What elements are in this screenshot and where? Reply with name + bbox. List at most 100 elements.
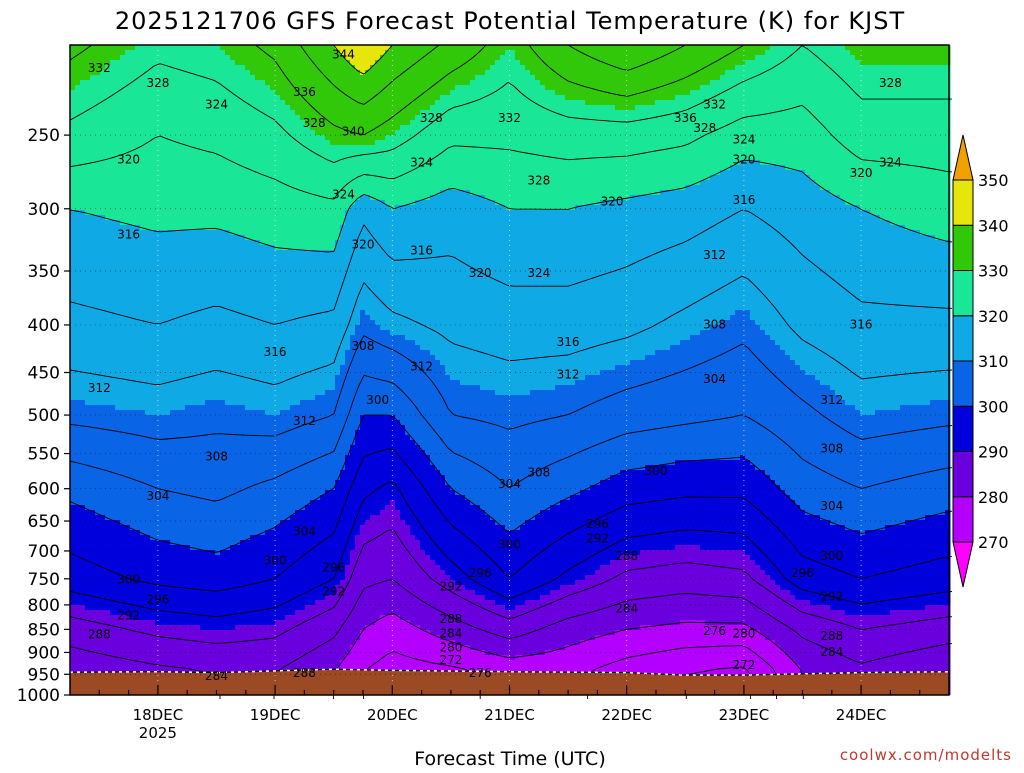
theta-cell [415, 115, 421, 201]
theta-cell [705, 460, 711, 551]
theta-cell [925, 515, 931, 606]
theta-cell [750, 560, 756, 631]
theta-cell [165, 625, 171, 695]
theta-cell [235, 235, 241, 406]
theta-cell [435, 100, 441, 196]
theta-cell [850, 55, 856, 206]
theta-cell [110, 45, 116, 61]
theta-cell [430, 45, 436, 106]
theta-cell [620, 555, 626, 631]
theta-cell [365, 45, 371, 71]
contour-label: 296 [322, 560, 345, 574]
theta-cell [605, 480, 611, 566]
theta-cell [175, 625, 181, 695]
theta-cell [930, 605, 936, 695]
theta-cell [690, 620, 696, 695]
theta-cell [535, 390, 541, 516]
theta-cell [380, 330, 386, 416]
theta-cell [585, 640, 591, 695]
theta-cell [345, 45, 351, 61]
theta-cell [235, 545, 241, 626]
theta-cell [310, 500, 316, 606]
theta-cell [940, 240, 946, 401]
theta-cell [425, 45, 431, 111]
theta-cell [615, 630, 621, 695]
theta-cell [125, 525, 131, 616]
theta-cell [900, 65, 906, 226]
theta-cell [505, 530, 511, 611]
theta-cell [315, 500, 321, 601]
theta-cell [710, 325, 716, 461]
isentrope-308 [69, 335, 953, 440]
theta-cell [765, 640, 771, 695]
theta-cell [410, 340, 416, 441]
isentrope-288 [69, 529, 953, 644]
theta-cell [170, 45, 176, 231]
theta-cell [420, 110, 426, 201]
theta-cell [735, 165, 741, 311]
theta-cell [295, 45, 301, 116]
theta-cell [940, 400, 946, 516]
theta-cell [735, 550, 741, 626]
theta-cell [480, 510, 486, 596]
contour-label: 336 [674, 111, 697, 125]
theta-cell [155, 45, 161, 231]
theta-cell [190, 550, 196, 626]
theta-cell [405, 435, 411, 526]
theta-cell [675, 95, 681, 191]
theta-cell [940, 515, 946, 606]
theta-cell [755, 565, 761, 631]
theta-cell [470, 45, 476, 81]
theta-cell [470, 590, 476, 651]
theta-cell [840, 400, 846, 526]
theta-cell [580, 205, 586, 381]
theta-cell [625, 110, 631, 201]
theta-cell [190, 405, 196, 551]
contour-label: 284 [615, 601, 638, 615]
contour-label: 300 [117, 572, 140, 586]
theta-cell [570, 495, 576, 586]
contour-label: 332 [703, 97, 726, 111]
theta-cell [715, 175, 721, 326]
theta-cell [915, 65, 921, 231]
theta-cell [730, 460, 736, 551]
theta-cell [485, 390, 491, 516]
contour-label: 320 [469, 266, 492, 280]
contour-label: 324 [332, 188, 355, 202]
theta-cell [850, 405, 856, 531]
theta-cell [625, 630, 631, 695]
theta-cell [320, 395, 326, 496]
theta-field [70, 45, 951, 695]
theta-cell [440, 640, 446, 695]
theta-cell [165, 540, 171, 626]
theta-cell [495, 205, 501, 396]
theta-cell [90, 405, 96, 511]
theta-cell [260, 535, 266, 626]
theta-cell [940, 65, 946, 241]
theta-cell [150, 620, 156, 695]
theta-cell [440, 45, 446, 96]
theta-cell [665, 190, 671, 351]
theta-cell [885, 525, 891, 616]
theta-cell [350, 550, 356, 646]
contour-label: 320 [850, 166, 873, 180]
colorbar-label: 270 [978, 533, 1009, 552]
theta-cell [325, 45, 331, 141]
theta-cell [395, 615, 401, 695]
colorbar-band [952, 405, 974, 452]
theta-cell [450, 490, 456, 581]
theta-cell [95, 515, 101, 611]
theta-cell [420, 550, 426, 631]
theta-cell [345, 455, 351, 566]
theta-cell [615, 200, 621, 366]
theta-cell [130, 410, 136, 531]
theta-cell [165, 45, 171, 231]
theta-cell [715, 45, 721, 81]
theta-cell [275, 95, 281, 251]
theta-cell [780, 350, 786, 491]
contour-label: 308 [527, 465, 550, 479]
theta-cell [860, 415, 866, 536]
theta-cell [650, 355, 656, 466]
theta-cell [430, 465, 436, 561]
theta-cell [75, 210, 81, 401]
